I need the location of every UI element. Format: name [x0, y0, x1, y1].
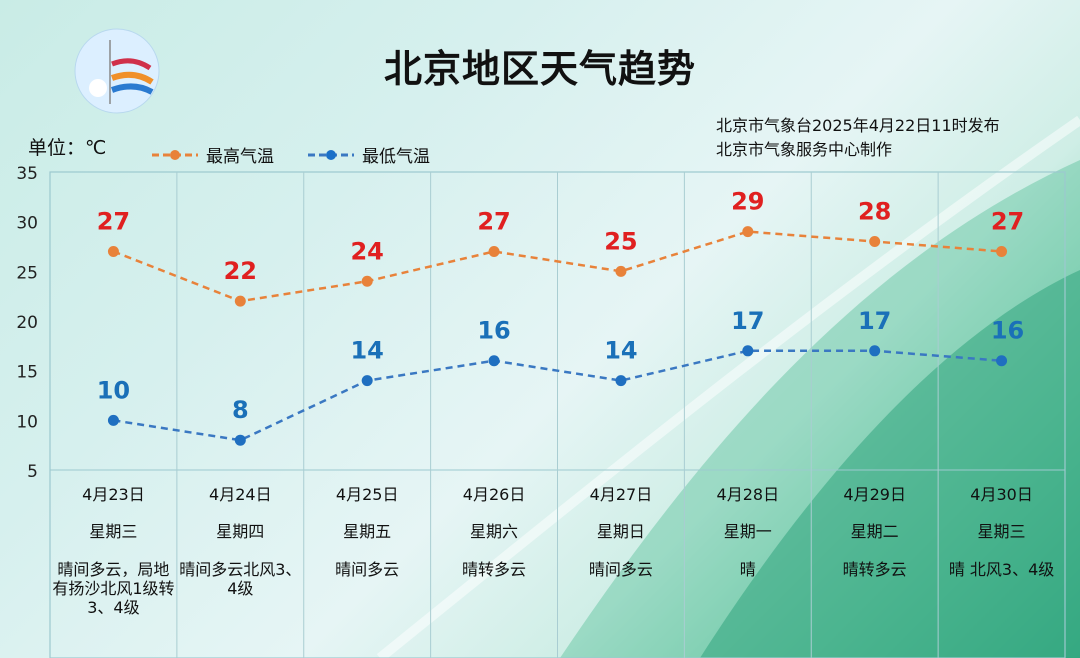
data-label: 22: [224, 257, 257, 285]
data-label: 16: [991, 317, 1024, 345]
weather-description: 晴转多云: [462, 560, 527, 579]
weather-description: 晴: [739, 560, 756, 579]
data-label: 10: [97, 376, 130, 404]
series-line-low: [113, 349, 1002, 442]
weather-description: 晴转多云: [842, 560, 907, 579]
data-label: 14: [350, 337, 383, 365]
y-tick-label: 35: [16, 164, 38, 184]
weekday-label: 星期五: [343, 522, 392, 541]
weekday-label: 星期三: [977, 522, 1026, 541]
y-tick-label: 30: [16, 214, 38, 234]
y-tick-label: 20: [16, 313, 38, 333]
meteorological-service-logo: [74, 28, 160, 114]
weekday-label: 星期六: [470, 522, 519, 541]
y-tick-label: 15: [16, 363, 38, 383]
data-label: 8: [232, 396, 249, 424]
legend-high-marker: [152, 149, 198, 160]
data-label: 14: [604, 337, 637, 365]
data-label: 29: [731, 188, 764, 216]
y-tick-label: 10: [16, 412, 38, 432]
date-label: 4月28日: [716, 485, 780, 504]
weather-description: 晴间多云: [588, 560, 653, 579]
data-point: [488, 245, 500, 257]
data-label: 16: [477, 317, 510, 345]
date-label: 4月24日: [209, 485, 272, 504]
weekday-label: 星期日: [596, 522, 645, 541]
data-label: 27: [97, 207, 130, 235]
legend-high-label: 最高气温: [206, 147, 274, 167]
data-point: [107, 245, 119, 257]
data-point: [234, 434, 246, 446]
data-label: 17: [731, 307, 764, 335]
data-point: [361, 375, 373, 387]
data-point: [615, 375, 627, 387]
page-title: 北京地区天气趋势: [383, 47, 696, 91]
legend-low-label: 最低气温: [362, 147, 430, 167]
data-label: 17: [858, 307, 891, 335]
unit-label: 单位：℃: [28, 137, 107, 159]
data-label: 24: [350, 237, 383, 265]
data-point: [488, 355, 500, 367]
weather-description: 晴 北风3、4级: [948, 560, 1055, 579]
y-tick-label: 5: [27, 462, 38, 482]
weather-description: 晴间多云北风3、4级: [179, 560, 302, 598]
date-label: 4月23日: [82, 485, 145, 504]
data-label: 27: [477, 207, 510, 235]
y-tick-label: 25: [16, 263, 38, 283]
data-point: [615, 265, 627, 277]
weather-description: 晴间多云，局地有扬沙北风1级转3、4级: [52, 560, 175, 617]
weekday-label: 星期二: [850, 522, 899, 541]
data-point: [361, 275, 373, 287]
date-label: 4月29日: [843, 485, 906, 504]
data-point: [107, 414, 119, 426]
producer-line: 北京市气象服务中心制作: [716, 140, 893, 159]
data-point: [996, 355, 1008, 367]
legend-low: 最低气温: [308, 142, 430, 167]
data-point: [869, 345, 881, 357]
weekday-label: 星期三: [89, 522, 138, 541]
data-point: [996, 245, 1008, 257]
date-label: 4月26日: [462, 485, 526, 504]
data-point: [742, 226, 754, 238]
weather-description: 晴间多云: [335, 560, 400, 579]
data-point: [869, 236, 881, 248]
legend-high: 最高气温: [152, 142, 274, 167]
publisher-line: 北京市气象台2025年4月22日11时发布: [716, 116, 1000, 135]
date-label: 4月25日: [335, 485, 399, 504]
data-label: 28: [858, 198, 891, 226]
data-label: 27: [991, 207, 1024, 235]
weekday-label: 星期四: [216, 522, 265, 541]
data-label: 25: [604, 227, 637, 255]
data-point: [234, 295, 246, 307]
data-point: [742, 345, 754, 357]
date-label: 4月27日: [589, 485, 653, 504]
legend-low-marker: [308, 149, 354, 160]
date-label: 4月30日: [970, 485, 1033, 504]
weekday-label: 星期一: [723, 522, 772, 541]
series-line-high: [112, 230, 1002, 303]
publisher-info: 北京市气象台2025年4月22日11时发布 北京市气象服务中心制作: [716, 114, 1000, 162]
